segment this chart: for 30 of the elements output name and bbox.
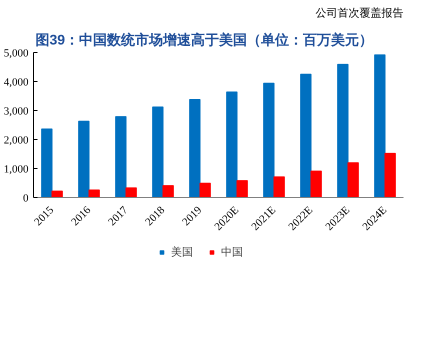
bar bbox=[337, 64, 348, 198]
bar bbox=[300, 74, 312, 198]
y-tick-label: 3,000 bbox=[4, 106, 29, 118]
bar bbox=[236, 180, 248, 198]
y-tick-label: 2,000 bbox=[4, 134, 29, 146]
chart-title: 图39：中国数统市场增速高于美国（单位：百万美元） bbox=[36, 32, 374, 48]
bar bbox=[152, 106, 164, 198]
legend-label: 中国 bbox=[221, 244, 243, 260]
text: 公司首次覆盖报告 bbox=[316, 6, 404, 20]
bar bbox=[263, 82, 274, 198]
bar bbox=[88, 189, 100, 198]
bar bbox=[189, 98, 200, 198]
bar bbox=[374, 54, 386, 198]
y-tick-label: 5,000 bbox=[4, 48, 29, 60]
bar bbox=[162, 185, 174, 198]
bar bbox=[41, 128, 52, 198]
bar bbox=[348, 162, 359, 198]
bar bbox=[200, 182, 211, 198]
bar bbox=[115, 116, 126, 198]
bar bbox=[274, 176, 285, 198]
bar bbox=[52, 190, 63, 198]
bar bbox=[126, 187, 137, 198]
bar bbox=[226, 91, 238, 198]
y-tick-label: 1,000 bbox=[4, 164, 29, 176]
y-tick-label: 0 bbox=[23, 192, 29, 204]
y-tick-label: 4,000 bbox=[4, 76, 29, 88]
bar bbox=[384, 152, 396, 198]
bar bbox=[310, 170, 322, 198]
bar bbox=[78, 120, 90, 198]
legend-label: 美国 bbox=[171, 244, 193, 260]
